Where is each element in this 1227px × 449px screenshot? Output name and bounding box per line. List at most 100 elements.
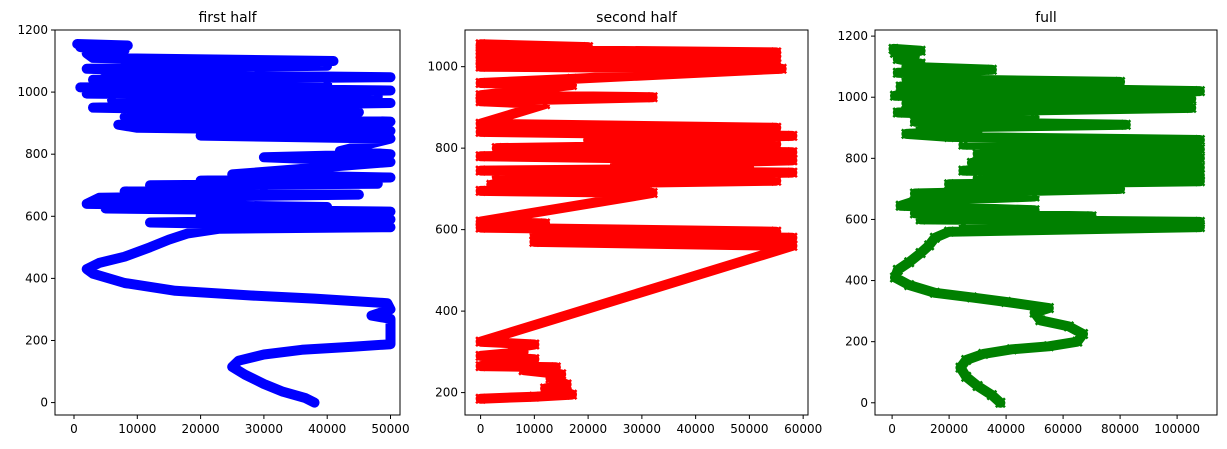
data-point xyxy=(892,264,904,276)
data-point xyxy=(528,391,540,403)
data-point xyxy=(1114,183,1126,195)
data-point xyxy=(301,393,310,402)
data-point xyxy=(120,187,129,196)
data-point xyxy=(373,179,382,188)
data-point xyxy=(770,226,782,238)
data-point xyxy=(787,167,798,178)
data-point xyxy=(323,202,332,211)
data-point xyxy=(164,235,173,244)
data-point xyxy=(561,387,572,398)
data-point xyxy=(1029,307,1040,319)
y-tick-label: 200 xyxy=(435,386,458,400)
data-point xyxy=(1029,191,1040,202)
data-point xyxy=(82,199,91,208)
y-tick-label: 600 xyxy=(845,212,868,226)
data-point xyxy=(895,200,907,212)
data-point xyxy=(1185,102,1197,114)
data-point xyxy=(101,70,110,79)
data-point xyxy=(1194,216,1206,228)
data-point xyxy=(114,120,123,129)
data-point xyxy=(386,157,395,166)
x-tick-label: 0 xyxy=(477,422,485,436)
x-tick-label: 0 xyxy=(70,422,78,436)
data-point xyxy=(259,350,268,359)
data-point xyxy=(475,216,486,227)
data-point xyxy=(1043,340,1055,352)
data-point xyxy=(888,43,899,55)
y-tick-label: 400 xyxy=(845,274,868,288)
data-point xyxy=(943,131,955,143)
data-point xyxy=(259,153,268,162)
data-point xyxy=(900,97,912,109)
data-point xyxy=(82,89,91,98)
y-tick-label: 800 xyxy=(845,151,868,165)
data-point xyxy=(986,64,998,76)
data-point xyxy=(82,49,91,58)
chart-panel-second-half: 0 10000 20000 30000 40000 50000 60000 200 400 600… xyxy=(427,10,822,436)
data-point xyxy=(240,370,249,379)
data-point xyxy=(475,89,486,101)
chart-panel-first-half: 0 10000 20000 30000 40000 50000 0 200 400 600 800 1… xyxy=(17,10,409,436)
data-point xyxy=(123,41,132,50)
data-point xyxy=(528,353,540,365)
data-point xyxy=(475,336,486,348)
data-point xyxy=(903,256,915,268)
data-point xyxy=(1029,204,1040,216)
data-point xyxy=(895,81,907,92)
data-point xyxy=(196,212,205,221)
x-tick-label: 10000 xyxy=(515,422,553,436)
x-tick-label: 40000 xyxy=(987,422,1025,436)
data-point xyxy=(1194,143,1206,155)
data-point xyxy=(1194,134,1206,146)
data-point xyxy=(475,118,486,130)
axes-frame xyxy=(874,29,1218,416)
data-point xyxy=(923,240,935,251)
data-point xyxy=(903,279,915,291)
data-point xyxy=(972,70,983,82)
data-point xyxy=(915,58,926,69)
chart-panel-full: 0 20000 40000 60000 80000 100000 0 200 400 600 800… xyxy=(837,10,1218,436)
data-point xyxy=(995,397,1006,409)
data-point xyxy=(475,185,486,197)
data-point xyxy=(215,224,224,233)
y-tick-label: 1000 xyxy=(837,90,868,104)
data-point xyxy=(145,181,154,190)
data-point xyxy=(1043,302,1055,314)
data-point xyxy=(491,171,503,183)
y-tick-label: 200 xyxy=(25,333,48,347)
data-point xyxy=(770,175,782,187)
data-point xyxy=(972,125,983,137)
y-tick-label: 800 xyxy=(25,147,48,161)
data-point xyxy=(228,170,237,179)
data-point xyxy=(120,252,129,261)
data-point xyxy=(528,339,540,350)
data-point xyxy=(73,39,82,48)
y-tick-label: 1200 xyxy=(17,23,48,37)
data-point xyxy=(310,294,319,303)
data-point xyxy=(957,165,969,176)
data-point xyxy=(386,173,395,182)
data-point xyxy=(915,45,926,57)
data-point xyxy=(386,314,395,323)
y-tick-label: 400 xyxy=(435,304,458,318)
data-point xyxy=(892,107,904,118)
data-point xyxy=(386,150,395,159)
data-point xyxy=(171,66,180,75)
data-point xyxy=(386,223,395,232)
data-point xyxy=(986,389,998,401)
data-point xyxy=(491,142,503,154)
data-point xyxy=(929,232,941,244)
data-point xyxy=(196,176,205,185)
data-point xyxy=(641,183,653,195)
data-point xyxy=(367,311,376,320)
chart-title: first half xyxy=(198,10,257,26)
data-point xyxy=(1034,314,1046,326)
data-point xyxy=(1000,296,1012,308)
data-point xyxy=(770,51,782,62)
data-point xyxy=(539,383,551,394)
data-point xyxy=(95,193,104,202)
data-point xyxy=(88,75,97,84)
data-point xyxy=(348,342,357,351)
data-point xyxy=(647,91,659,103)
data-point xyxy=(171,286,180,295)
